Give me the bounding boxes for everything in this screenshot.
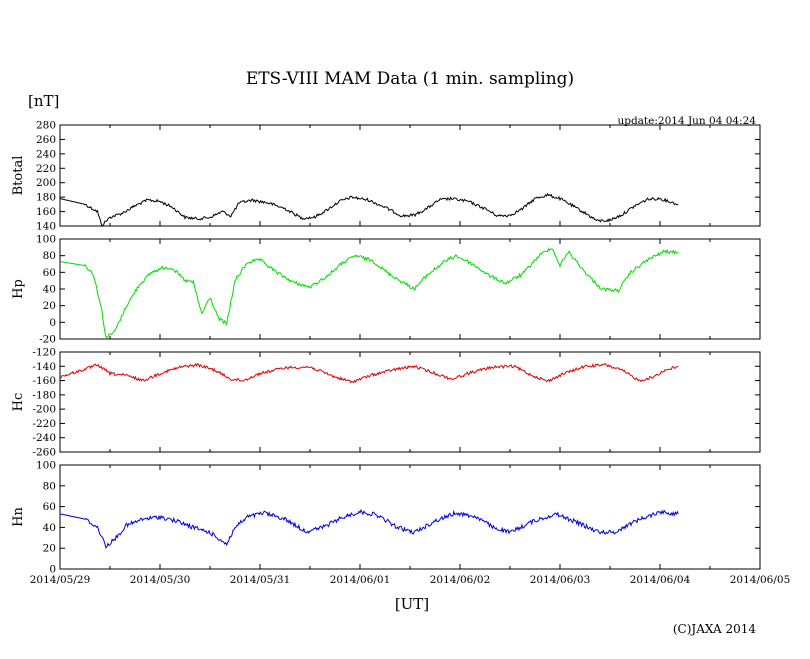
unit-label: [nT] [28, 92, 59, 110]
x-tick-label: 2014/06/01 [330, 574, 391, 586]
y-axis-label: Hc [11, 393, 26, 412]
x-tick-label: 2014/06/04 [630, 574, 691, 586]
y-tick-label: 100 [36, 234, 56, 246]
y-tick-label: 280 [36, 120, 56, 132]
panel-hn: 100 80 60 40 20 0 Hn [11, 460, 761, 576]
panel-hc: -120 -140 -160 -180 -200 -220 -240 -260 Hc [11, 347, 761, 459]
y-tick-label: 140 [36, 221, 56, 233]
x-tick-label: 2014/06/05 [730, 574, 791, 586]
panel-btotal: 280 260 240 220 200 180 160 140 Btotal [11, 120, 761, 233]
y-tick-label: -240 [32, 432, 56, 444]
y-tick-label: 220 [36, 163, 56, 175]
y-tick-label: -160 [32, 375, 56, 387]
y-tick-label: 80 [43, 480, 56, 492]
y-tick-label: 60 [43, 501, 56, 513]
x-axis-ticks: 2014/05/29 2014/05/30 2014/05/31 2014/06/01… [30, 574, 791, 586]
chart-title: ETS-VIII MAM Data (1 min. sampling) [246, 69, 574, 89]
y-tick-label: 160 [36, 206, 56, 218]
panel-frame [59, 464, 761, 570]
series-line-hn [59, 508, 679, 549]
y-tick-label: 200 [36, 177, 56, 189]
x-tick-label: 2014/05/30 [130, 574, 191, 586]
y-tick-label: 20 [43, 300, 56, 312]
update-timestamp: update:2014 Jun 04 04:24 [617, 115, 756, 127]
series-line-btotal [59, 192, 679, 227]
panel-frame [59, 124, 761, 227]
copyright: (C)JAXA 2014 [673, 622, 757, 636]
y-tick-label: -20 [39, 334, 56, 346]
x-axis-label: [UT] [395, 595, 429, 613]
y-tick-label: -260 [32, 447, 56, 459]
y-tick-label: -140 [32, 361, 56, 373]
chart-panels: 280260240220200180160140Btotal1008060402… [11, 120, 761, 576]
x-tick-label: 2014/06/02 [430, 574, 491, 586]
y-tick-label: 240 [36, 148, 56, 160]
x-tick-label: 2014/05/31 [230, 574, 291, 586]
y-tick-label: 100 [36, 460, 56, 472]
panel-frame [59, 238, 761, 340]
y-tick-label: 260 [36, 134, 56, 146]
y-tick-label: -180 [32, 389, 56, 401]
y-tick-label: 20 [43, 543, 56, 555]
y-axis-label: Hp [11, 279, 26, 299]
y-tick-label: 40 [43, 284, 56, 296]
series-line-hp [59, 247, 679, 339]
y-tick-label: 40 [43, 522, 56, 534]
y-axis-label: Hn [11, 507, 26, 527]
x-tick-label: 2014/06/03 [530, 574, 591, 586]
series-line-hc [59, 362, 679, 384]
y-tick-label: 180 [36, 192, 56, 204]
y-tick-label: -200 [32, 404, 56, 416]
y-tick-label: 0 [49, 317, 56, 329]
y-tick-label: 0 [49, 564, 56, 576]
panel-hp: 100 80 60 40 20 0 -20 Hp [11, 234, 761, 346]
y-axis-label: Btotal [11, 156, 26, 196]
y-tick-label: 80 [43, 250, 56, 262]
y-tick-label: -220 [32, 418, 56, 430]
y-tick-label: 60 [43, 267, 56, 279]
x-tick-label: 2014/05/29 [30, 574, 91, 586]
y-tick-label: -120 [32, 347, 56, 359]
